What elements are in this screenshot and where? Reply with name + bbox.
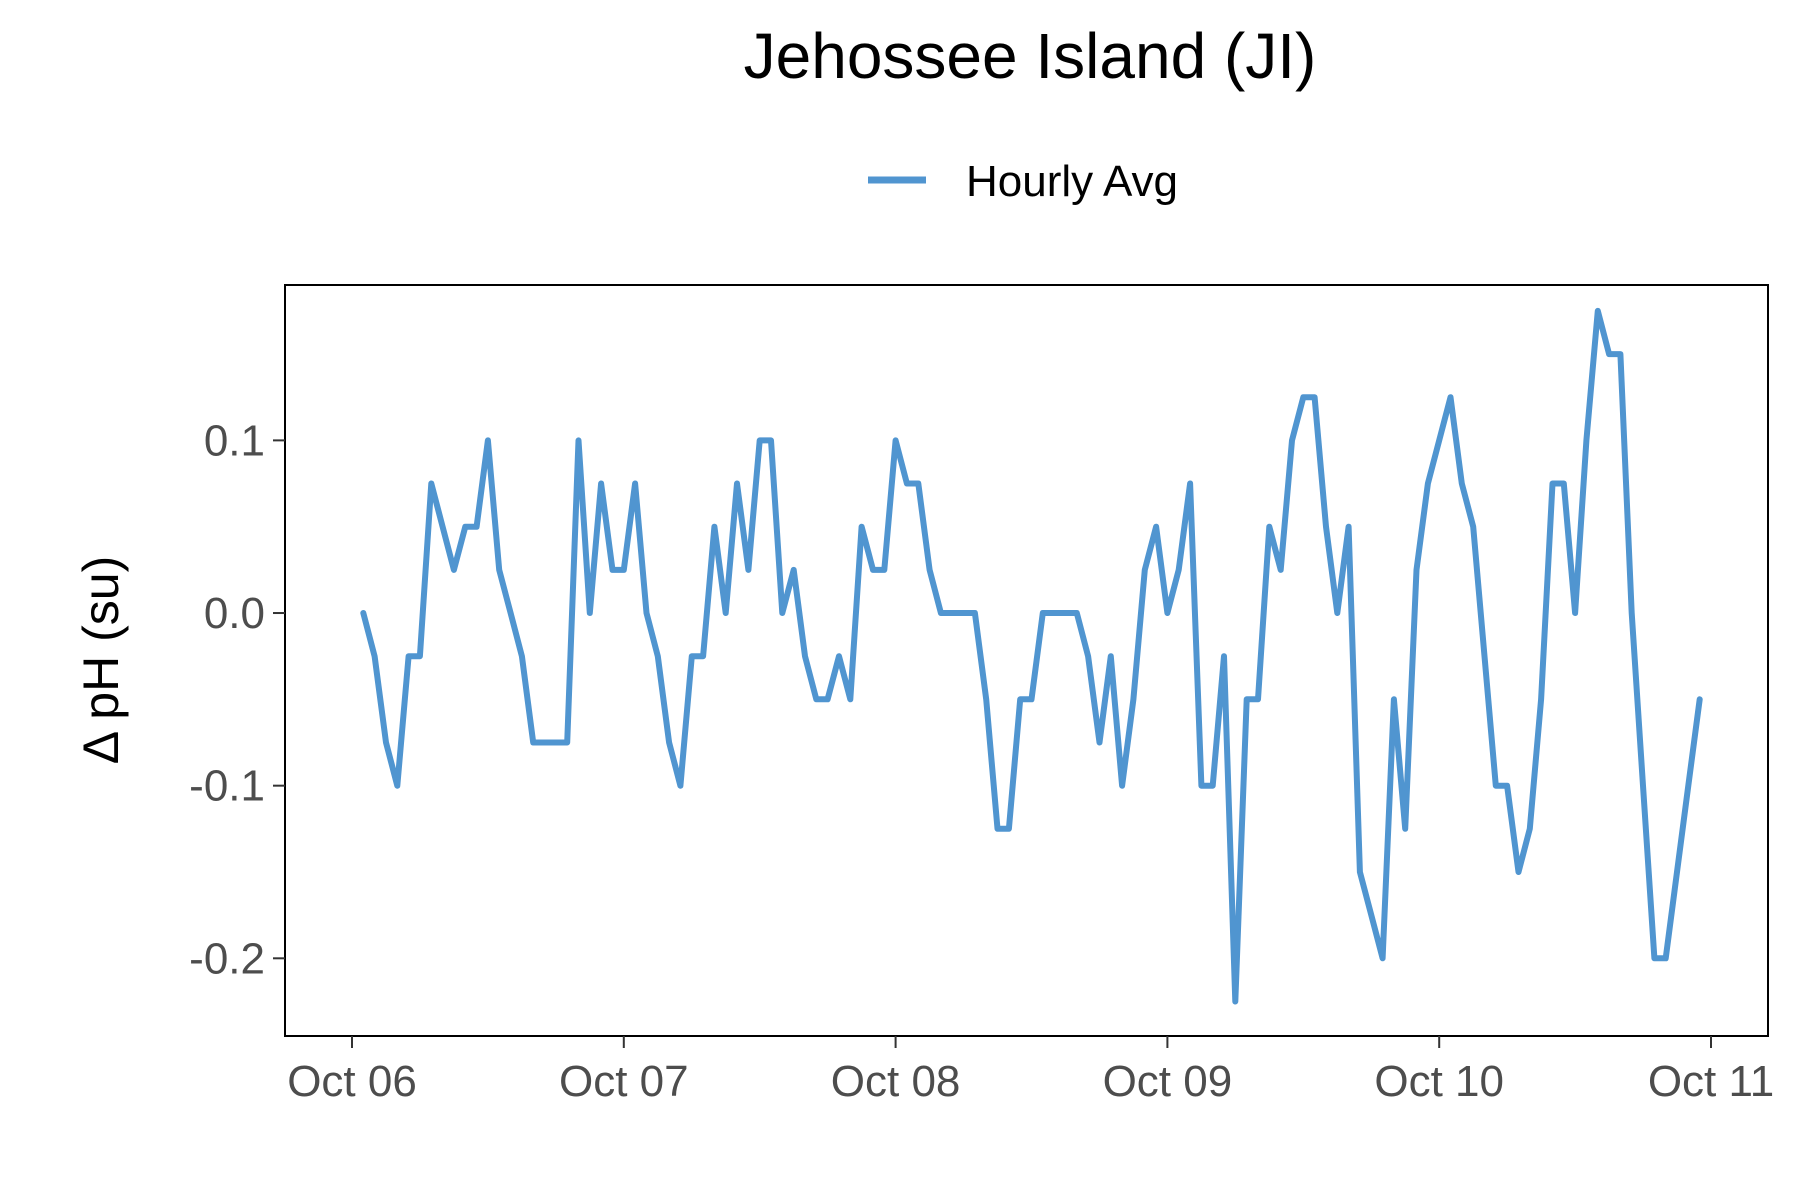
y-axis: 0.1 0.0 -0.1 -0.2 — [189, 416, 285, 983]
x-tick-label: Oct 11 — [1648, 1057, 1774, 1106]
series-layer — [360, 307, 1703, 1005]
x-tick-label: Oct 08 — [831, 1057, 961, 1106]
plot-panel — [284, 284, 1769, 1037]
y-axis-title: Δ pH (su) — [73, 556, 129, 764]
series-line-hourly-avg — [360, 307, 1703, 1005]
chart-title: Jehossee Island (JI) — [744, 20, 1317, 92]
x-tick-label: Oct 07 — [559, 1057, 689, 1106]
y-tick-label: -0.2 — [189, 934, 265, 983]
x-axis: Oct 06 Oct 07 Oct 08 Oct 09 Oct 10 Oct 11 — [287, 1036, 1774, 1106]
x-tick-label: Oct 10 — [1374, 1057, 1504, 1106]
x-tick-label: Oct 06 — [287, 1057, 417, 1106]
y-tick-label: 0.0 — [204, 589, 265, 638]
y-tick-label: -0.1 — [189, 762, 265, 811]
legend-label: Hourly Avg — [966, 157, 1178, 206]
legend: Hourly Avg — [868, 157, 1178, 206]
x-tick-label: Oct 09 — [1103, 1057, 1233, 1106]
y-tick-label: 0.1 — [204, 416, 265, 465]
